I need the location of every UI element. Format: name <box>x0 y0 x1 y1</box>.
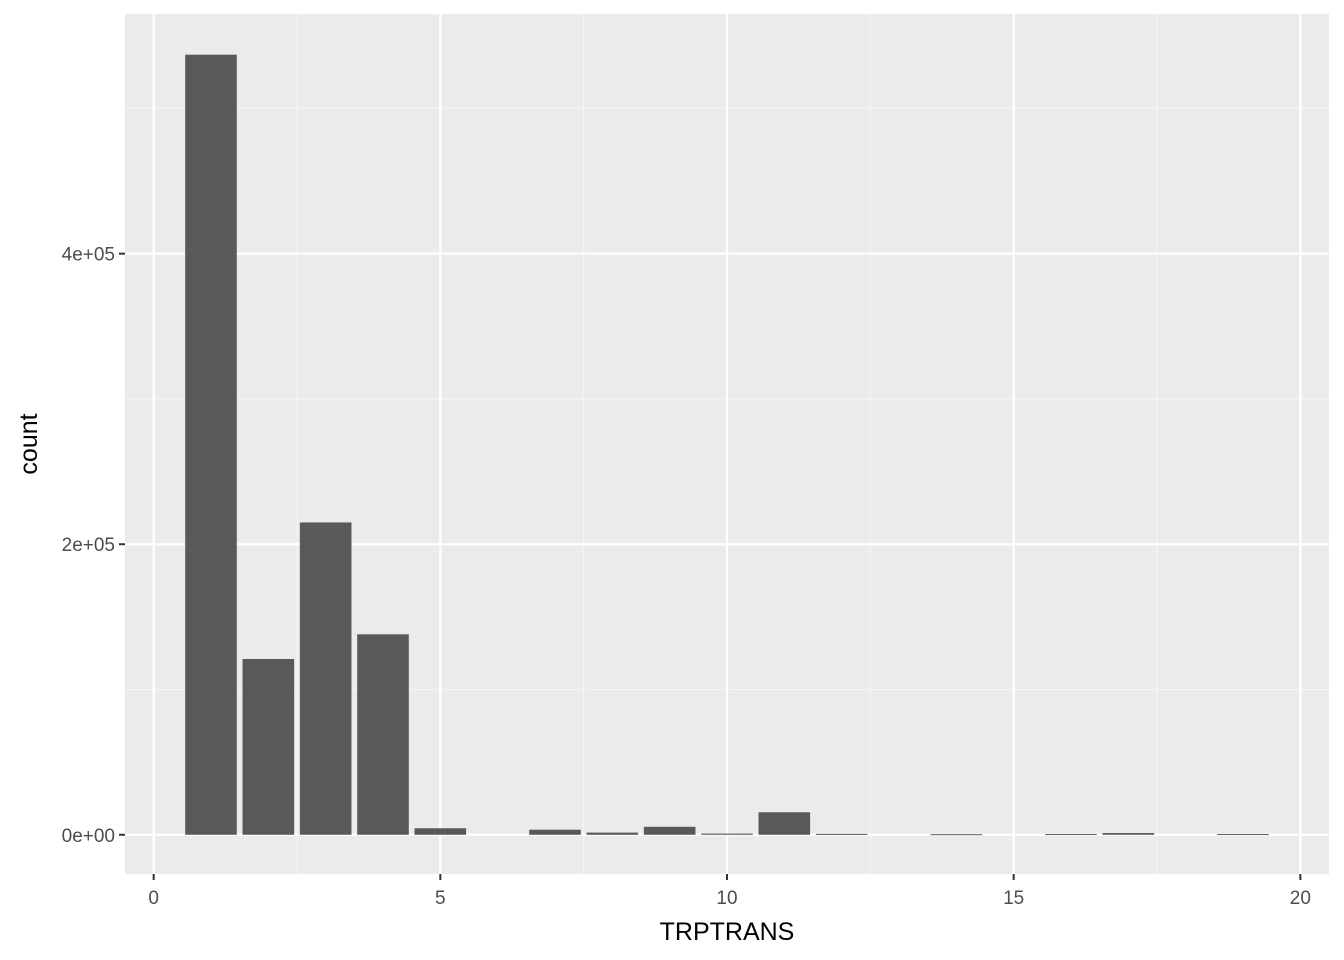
bar <box>758 812 811 835</box>
bar <box>1045 834 1097 836</box>
bars <box>185 54 1269 836</box>
bar <box>529 829 581 835</box>
bar <box>1217 834 1269 836</box>
bar <box>930 834 983 836</box>
bar <box>299 522 352 835</box>
y-tick-label: 4e+05 <box>62 245 115 266</box>
bar <box>185 54 237 835</box>
bar <box>357 634 409 835</box>
bar <box>701 833 753 835</box>
x-tick-label: 0 <box>148 888 159 909</box>
bar <box>1102 833 1155 835</box>
x-tick-label: 10 <box>716 888 737 909</box>
y-tick-label: 2e+05 <box>62 535 115 556</box>
bar <box>586 832 639 835</box>
x-tick-label: 15 <box>1003 888 1024 909</box>
bar <box>643 826 696 835</box>
x-tick-label: 5 <box>435 888 446 909</box>
bar <box>242 659 295 835</box>
bar <box>815 833 868 835</box>
x-tick-label: 20 <box>1290 888 1311 909</box>
x-axis-title: TRPTRANS <box>660 918 795 946</box>
y-axis-title: count <box>15 413 43 474</box>
bar <box>414 828 467 835</box>
y-tick-label: 0e+00 <box>62 826 115 847</box>
major-gridlines <box>125 14 1329 874</box>
y-axis: 0e+00 2e+05 4e+05 <box>62 245 125 847</box>
x-axis: 0 5 10 15 20 <box>148 874 1311 909</box>
